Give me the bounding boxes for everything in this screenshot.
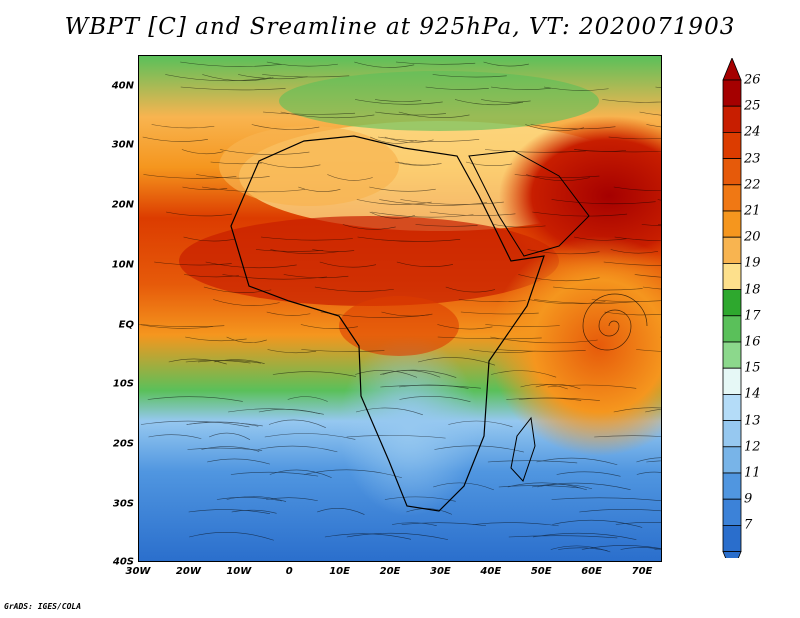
chart-title: WBPT [C] and Sreamline at 925hPa, VT: 20… (64, 14, 736, 40)
colorbar-label: 22 (744, 177, 761, 193)
colorbar-segment (722, 158, 742, 186)
lon-tick-label: 50E (530, 566, 552, 577)
colorbar-segment (722, 289, 742, 317)
colorbar-label: 12 (744, 439, 761, 455)
colorbar-top-arrow (722, 58, 742, 81)
colorbar-label: 14 (744, 386, 761, 402)
colorbar-label: 7 (744, 517, 753, 533)
lon-tick-label: 40E (480, 566, 502, 577)
lon-tick-label: 10W (226, 566, 252, 577)
colorbar-label: 21 (744, 203, 761, 219)
colorbar-label: 9 (744, 491, 753, 507)
lon-tick-label: 60E (581, 566, 602, 577)
map-panel (138, 55, 662, 562)
colorbar-segment (722, 446, 742, 474)
colorbar-segment (722, 184, 742, 212)
colorbar-segment (722, 210, 742, 238)
colorbar-segment (722, 341, 742, 369)
lon-tick-label: 10E (329, 566, 350, 577)
lat-tick-label: 20N (111, 199, 134, 211)
colorbar-segment (722, 393, 742, 421)
lat-tick-label: 10N (111, 259, 134, 271)
lat-tick-label: 20S (112, 438, 134, 450)
colorbar-label: 18 (744, 282, 761, 298)
colorbar-label: 26 (744, 72, 761, 88)
lat-tick-label: 40S (112, 556, 134, 568)
colorbar-segment (722, 315, 742, 343)
lon-tick-label: 30W (125, 566, 151, 577)
colorbar-label: 20 (744, 229, 761, 245)
lon-tick-label: 20W (175, 566, 201, 577)
colorbar-segment (722, 79, 742, 107)
lat-tick-label: 30N (111, 139, 134, 151)
colorbar-label: 13 (744, 413, 761, 429)
colorbar-label: 16 (744, 334, 761, 350)
colorbar (722, 58, 742, 558)
colorbar-segment (722, 472, 742, 500)
colorbar-segment (722, 367, 742, 395)
colorbar-label: 11 (744, 465, 761, 481)
colorbar-label: 25 (744, 98, 761, 114)
colorbar-label: 15 (744, 360, 761, 376)
lat-tick-label: 30S (112, 498, 134, 510)
grads-credit: GrADS: IGES/COLA (4, 602, 82, 611)
colorbar-segment (722, 105, 742, 133)
lon-tick-label: 70E (631, 566, 653, 577)
lon-tick-label: 20E (379, 566, 401, 577)
colorbar-segment (722, 420, 742, 448)
lat-tick-label: 40N (111, 80, 134, 92)
colorbar-label: 24 (744, 124, 761, 140)
colorbar-label: 17 (744, 308, 761, 324)
lat-tick-label: 10S (112, 378, 134, 390)
colorbar-segment (722, 236, 742, 264)
colorbar-segment (722, 498, 742, 526)
colorbar-segment (722, 524, 742, 552)
colorbar-segment (722, 262, 742, 290)
lat-tick-label: EQ (118, 319, 134, 331)
colorbar-label: 23 (744, 151, 761, 167)
colorbar-bottom-arrow (722, 551, 742, 558)
colorbar-segment (722, 132, 742, 160)
wbpt-field (139, 56, 661, 561)
lon-tick-label: 0 (285, 566, 293, 577)
lon-tick-label: 30E (430, 566, 451, 577)
colorbar-label: 19 (744, 255, 761, 271)
